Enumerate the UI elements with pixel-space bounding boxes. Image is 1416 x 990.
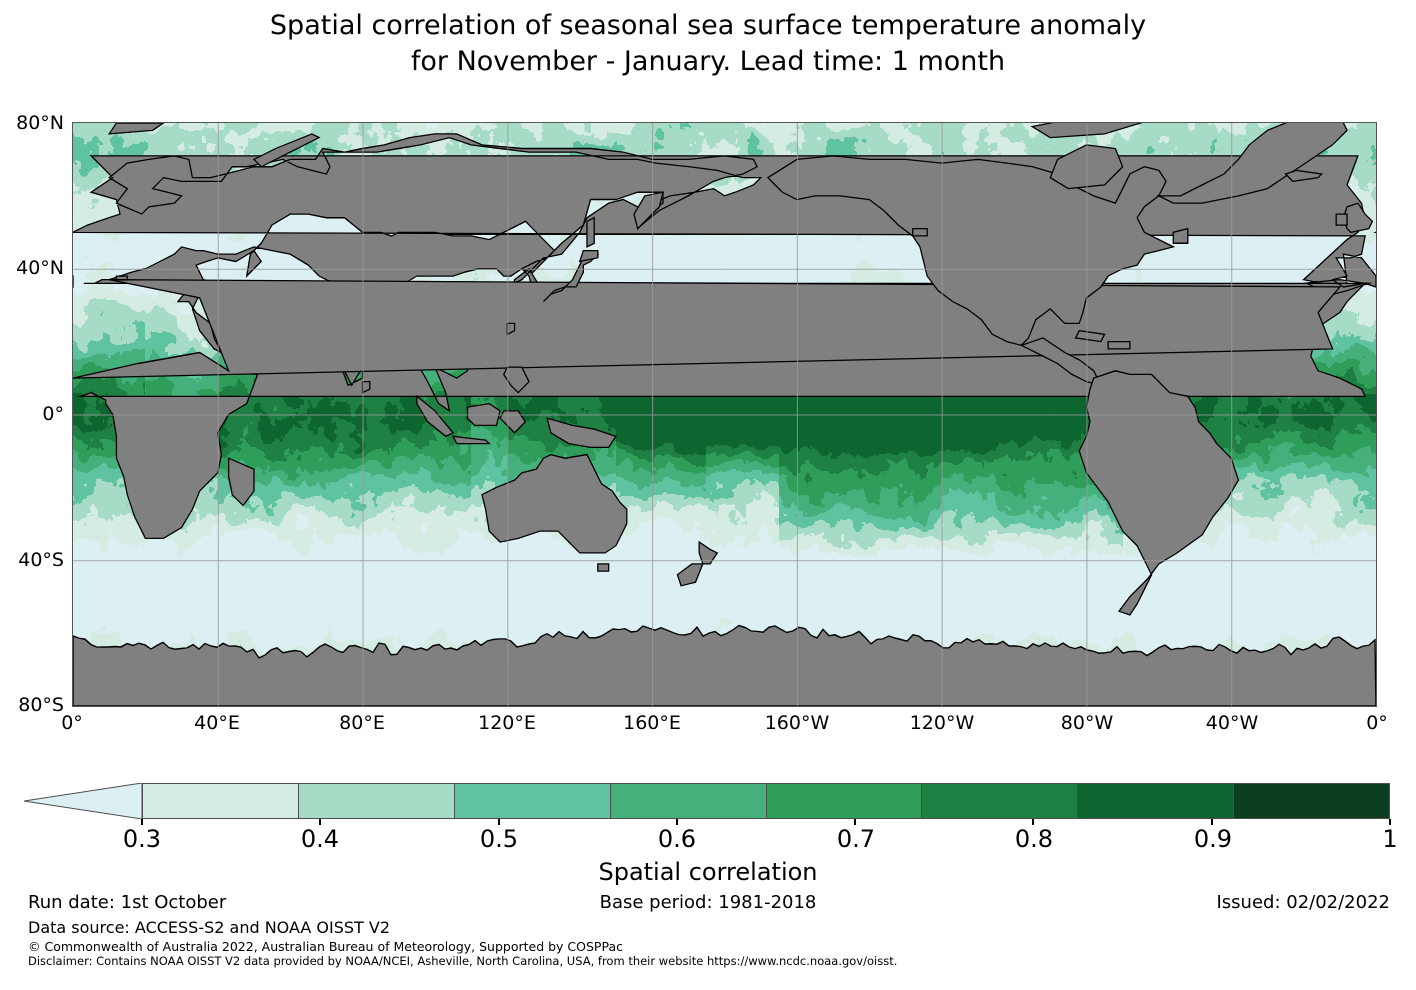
colorbar-tick-0_5: 0.5 <box>479 825 519 853</box>
colorbar-tickmark-0 <box>141 819 143 825</box>
y-axis-tick-0: 0° <box>42 403 64 425</box>
colorbar-tickmark-5 <box>1032 819 1035 825</box>
colorbar-tick-0_6: 0.6 <box>657 825 697 853</box>
colorbar-tick-0_4: 0.4 <box>300 825 340 853</box>
disclaimer-text: Disclaimer: Contains NOAA OISST V2 data … <box>28 954 898 968</box>
sst-correlation-heatmap <box>73 123 1376 706</box>
colorbar-segment-1 <box>298 784 455 818</box>
colorbar-tickmark-4 <box>854 819 857 825</box>
colorbar-tick-1: 1 <box>1382 825 1398 853</box>
colorbar-title: Spatial correlation <box>598 858 818 886</box>
x-axis-tick-80E: 80°E <box>339 712 385 734</box>
colorbar-segment-4 <box>766 784 923 818</box>
colorbar-tick-0_3: 0.3 <box>122 825 162 853</box>
page-title: Spatial correlation of seasonal sea surf… <box>269 10 1147 77</box>
colorbar-tickmark-6 <box>1210 819 1213 825</box>
x-axis-tick-120E: 120°E <box>478 712 536 734</box>
x-axis-tick-0: 0° <box>61 712 83 734</box>
colorbar-tickmark-2 <box>497 819 500 825</box>
x-axis-tick-0-east: 0° <box>1366 712 1388 734</box>
colorbar <box>0 783 1416 825</box>
colorbar-segment-2 <box>454 784 611 818</box>
y-axis-tick-80S: 80°S <box>18 694 64 716</box>
y-axis-tick-40S: 40°S <box>18 549 64 571</box>
colorbar-gradient <box>142 783 1390 819</box>
colorbar-tickmark-7 <box>1389 819 1391 825</box>
run-date-text: Run date: 1st October <box>28 892 227 913</box>
colorbar-segment-3 <box>610 784 767 818</box>
y-axis-tick-80N: 80°N <box>16 112 64 134</box>
base-period-text: Base period: 1981-2018 <box>599 892 817 913</box>
y-axis-tick-40N: 40°N <box>16 257 64 279</box>
x-axis-tick-120W: 120°W <box>909 712 975 734</box>
map-plot-area <box>72 122 1377 707</box>
colorbar-tick-0_8: 0.8 <box>1014 825 1054 853</box>
colorbar-tick-0_7: 0.7 <box>836 825 876 853</box>
colorbar-segment-0 <box>143 784 299 818</box>
x-axis-tick-40W: 40°W <box>1205 712 1259 734</box>
colorbar-tickmark-3 <box>675 819 678 825</box>
x-axis-tick-160E: 160°E <box>623 712 681 734</box>
colorbar-extend-min-arrow <box>24 783 142 819</box>
data-source-text: Data source: ACCESS-S2 and NOAA OISST V2 <box>28 918 391 937</box>
x-axis-tick-40E: 40°E <box>194 712 240 734</box>
colorbar-segment-5 <box>922 784 1079 818</box>
issued-date-text: Issued: 02/02/2022 <box>1216 892 1390 913</box>
colorbar-tickmark-1 <box>319 819 322 825</box>
x-axis-tick-80W: 80°W <box>1060 712 1114 734</box>
x-axis-tick-160W: 160°W <box>764 712 830 734</box>
colorbar-segment-6 <box>1078 784 1235 818</box>
copyright-text: © Commonwealth of Australia 2022, Austra… <box>28 939 623 954</box>
colorbar-segment-7 <box>1234 784 1389 818</box>
colorbar-tick-0_9: 0.9 <box>1193 825 1233 853</box>
footer-meta-row: Run date: 1st October Base period: 1981-… <box>0 892 1416 916</box>
